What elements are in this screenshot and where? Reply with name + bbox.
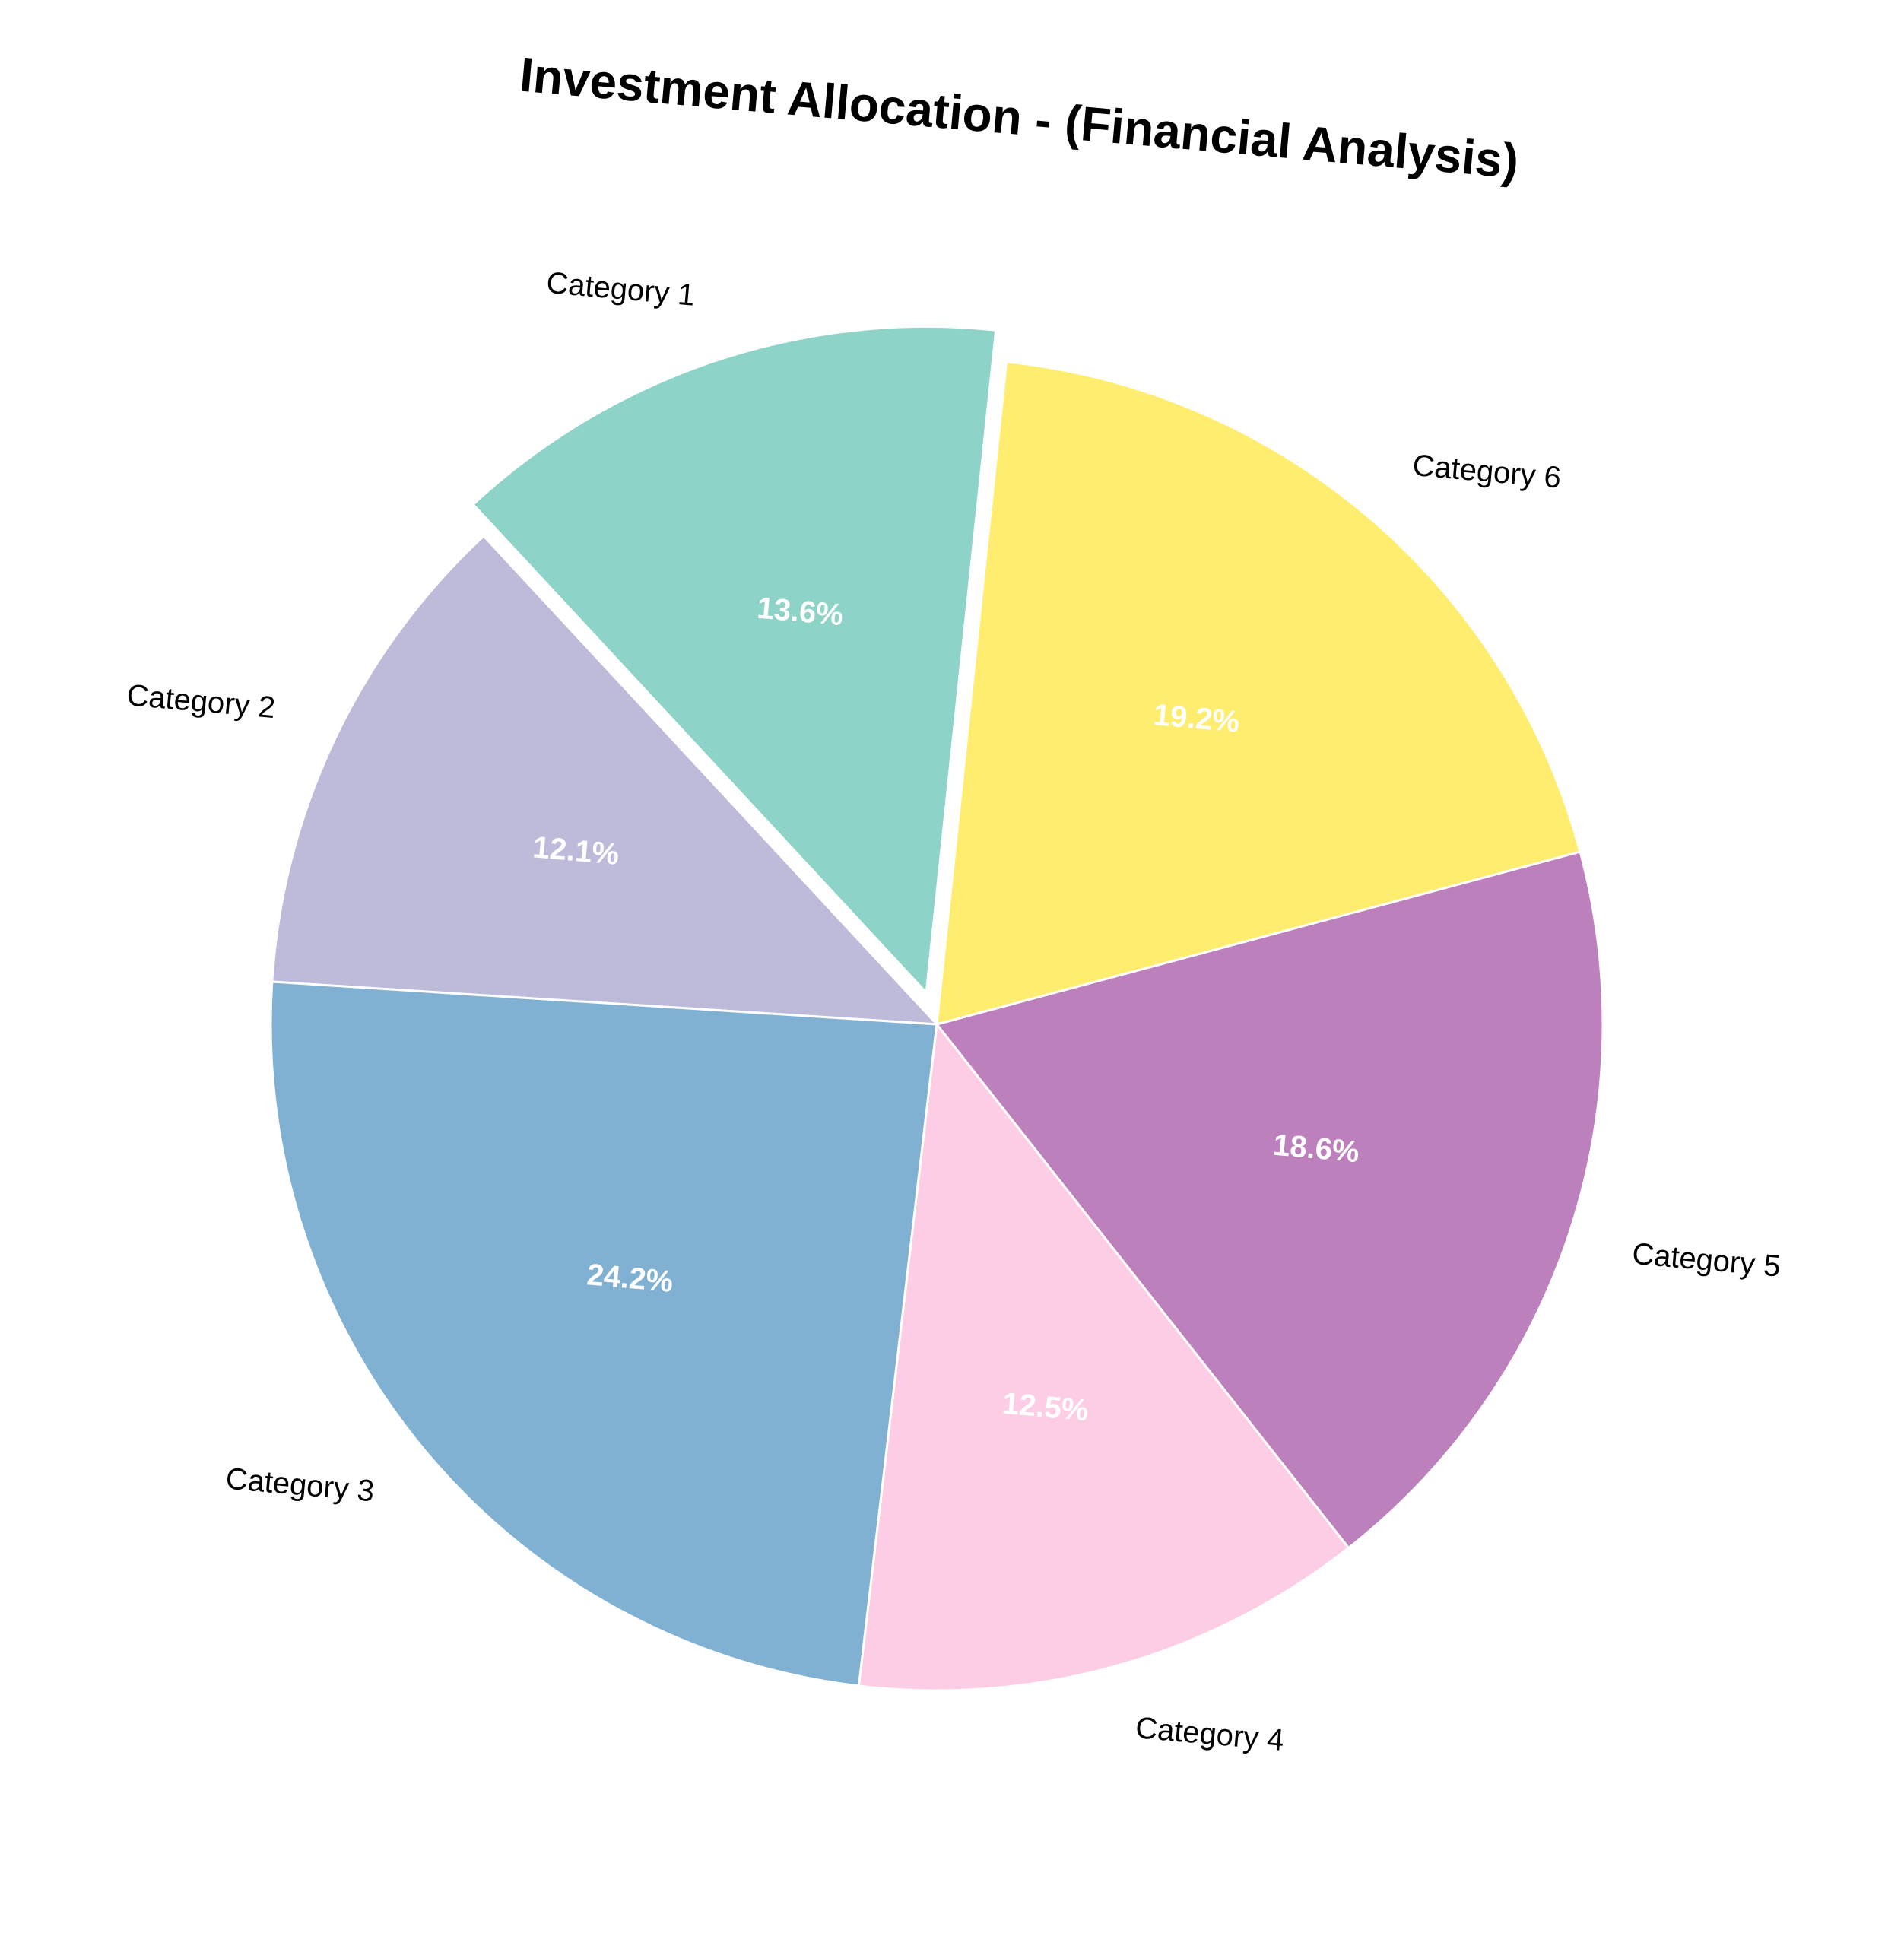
- pie-slice-category-6: [935, 360, 1582, 1027]
- pct-label-category-1: 13.6%: [756, 592, 845, 633]
- pct-label-category-4: 12.5%: [1001, 1387, 1090, 1428]
- pie-slice-category-3: [269, 980, 938, 1687]
- pie-slice-category-2: [271, 534, 940, 1026]
- pct-label-category-2: 12.1%: [532, 830, 620, 871]
- pie-slice-category-4: [857, 1021, 1350, 1692]
- category-label-category-4: Category 4: [1134, 1711, 1286, 1757]
- category-label-category-6: Category 6: [1411, 449, 1563, 495]
- pie-slice-category-1: [471, 325, 998, 995]
- pct-label-category-6: 19.2%: [1152, 698, 1241, 739]
- category-label-category-2: Category 2: [125, 678, 277, 725]
- pct-label-category-3: 24.2%: [585, 1258, 674, 1299]
- category-label-category-3: Category 3: [224, 1462, 376, 1509]
- category-label-category-5: Category 5: [1631, 1237, 1782, 1284]
- pie-slice-category-5: [935, 850, 1604, 1550]
- pie-slices: [269, 325, 1604, 1692]
- category-label-category-1: Category 1: [545, 266, 697, 313]
- pct-label-category-5: 18.6%: [1272, 1128, 1361, 1170]
- chart-title: Investment Allocation - (Financial Analy…: [518, 47, 1521, 189]
